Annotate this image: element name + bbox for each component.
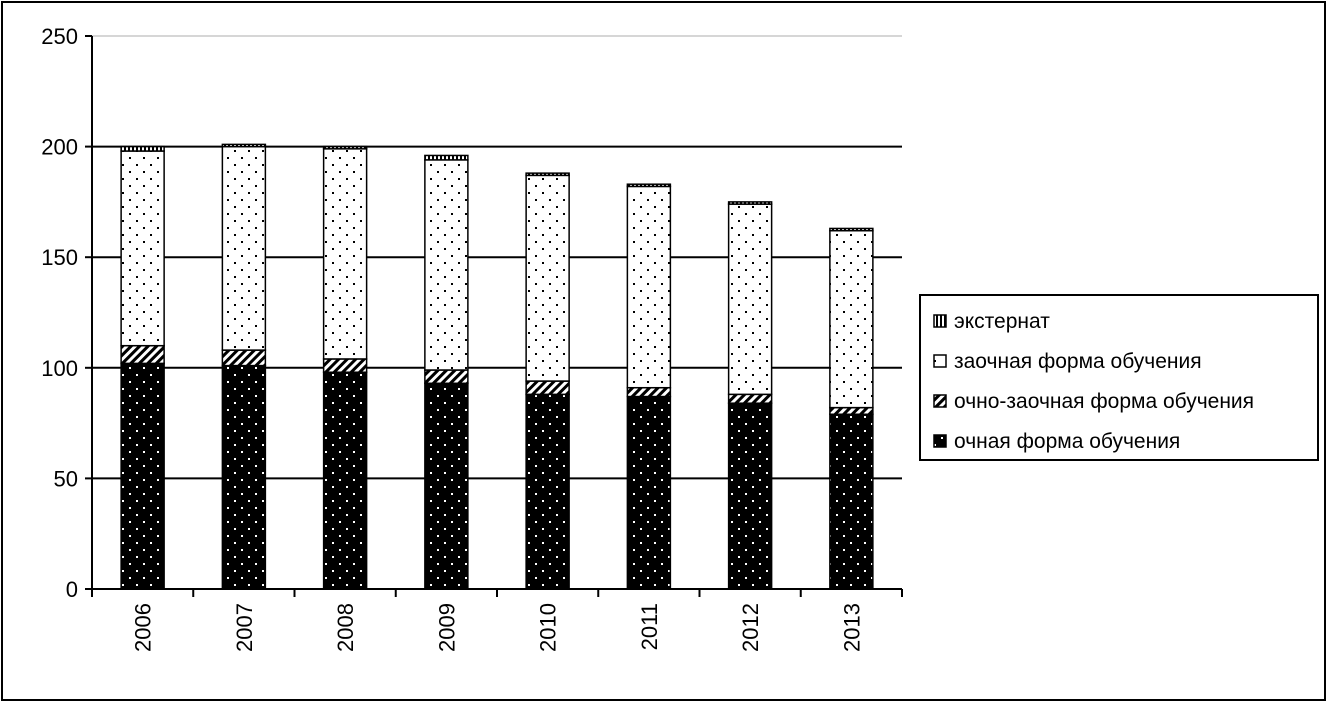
bar-segment-2007-s1 [221, 349, 267, 367]
bar-segment-2006-s3 [120, 145, 165, 152]
x-tick-label: 2011 [637, 603, 662, 650]
legend-swatch [933, 314, 947, 328]
y-tick-label: 200 [41, 135, 78, 160]
legend: экстернат заочная форма обучения очно-заоч… [919, 294, 1319, 461]
y-tick-label: 100 [41, 356, 78, 381]
bar-segment-2008-s1 [322, 358, 368, 373]
plot-area: 0 50 100 150 200 250 2006 2007 2008 2009 2010 2011 2… [41, 24, 903, 652]
bar-segment-2007-s3 [221, 143, 267, 148]
bar-segment-2012-s1 [727, 393, 773, 404]
x-tick-label: 2012 [738, 603, 763, 652]
legend-label: заочная форма обучения [954, 350, 1202, 373]
bar-segment-2009-s0 [424, 382, 469, 590]
bar-segment-2006-s1 [120, 344, 165, 365]
bar-segment-2012-s0 [727, 402, 773, 590]
bar-segment-2011-s0 [626, 395, 672, 590]
legend-swatch [933, 394, 947, 408]
x-tick-label: 2007 [232, 603, 257, 652]
bar-segment-2010-s2 [525, 174, 570, 382]
bar-segment-2008-s3 [322, 145, 368, 150]
bar-segment-2009-s2 [424, 159, 469, 371]
bar-segment-2010-s1 [525, 380, 570, 396]
bar-segment-2010-s3 [525, 172, 570, 177]
x-tick-label: 2008 [333, 603, 358, 652]
bar-segment-2008-s2 [322, 148, 368, 360]
bar-segment-2011-s3 [626, 183, 672, 188]
x-tick-label: 2009 [434, 603, 459, 652]
bar-segment-2006-s2 [120, 150, 165, 347]
bar-segment-2012-s3 [727, 201, 773, 205]
y-tick-label: 50 [54, 466, 78, 491]
bar-segment-2011-s1 [626, 386, 672, 398]
bar-segment-2009-s1 [424, 369, 469, 385]
legend-label: экстернат [954, 310, 1050, 333]
bar-segment-2011-s2 [626, 185, 672, 389]
bar-segment-2007-s0 [221, 364, 267, 590]
x-tick-label: 2010 [536, 603, 561, 652]
bar-segment-2008-s0 [322, 371, 368, 590]
y-tick-label: 250 [41, 24, 78, 49]
y-tick-label: 150 [41, 245, 78, 270]
bar-segment-2013-s3 [829, 227, 874, 232]
legend-box [919, 294, 1319, 461]
bar-segment-2010-s0 [525, 393, 570, 590]
bar-segment-2012-s2 [727, 203, 773, 396]
x-tick-label: 2013 [839, 603, 864, 652]
bar-segment-2013-s0 [829, 413, 874, 590]
legend-label: очно-заочная форма обучения [954, 390, 1254, 413]
bar-segment-2013-s1 [829, 406, 874, 416]
bar-segment-2007-s2 [221, 145, 267, 351]
x-tick-label: 2006 [131, 603, 156, 652]
bar-segment-2006-s0 [120, 362, 165, 590]
legend-swatch [933, 434, 947, 448]
legend-swatch [933, 354, 947, 368]
bar-segment-2009-s3 [424, 154, 469, 161]
bar-segment-2013-s2 [829, 229, 874, 409]
legend-label: очная форма обучения [954, 430, 1180, 453]
y-tick-label: 0 [66, 577, 78, 602]
